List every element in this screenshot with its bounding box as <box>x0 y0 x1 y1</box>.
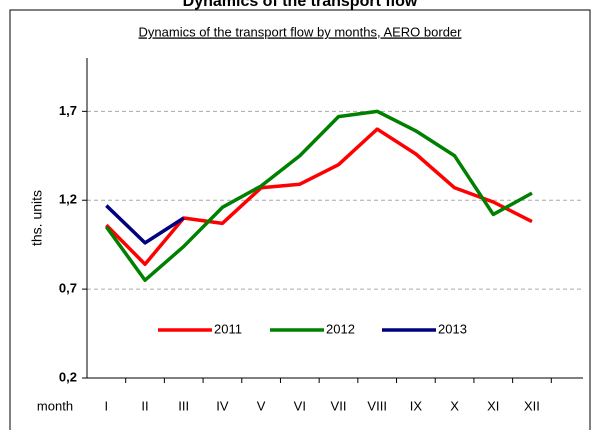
x-tick-label: III <box>178 398 189 413</box>
legend-label: 2013 <box>438 321 467 336</box>
x-tick-label: X <box>450 398 459 413</box>
chart-frame <box>9 9 591 435</box>
x-tick-label: V <box>257 398 266 413</box>
legend-label: 2012 <box>326 321 355 336</box>
legend-label: 2011 <box>214 321 242 336</box>
x-tick-label: VII <box>331 398 347 413</box>
x-tick-label: IX <box>410 398 423 413</box>
y-tick-label: 0,2 <box>59 369 77 384</box>
x-tick-label: VI <box>294 398 306 413</box>
x-tick-label: VIII <box>367 398 387 413</box>
data-line <box>105 204 185 245</box>
data-line <box>105 127 533 266</box>
chart-title: Dynamics of the transport flow <box>183 0 418 10</box>
y-tick-label: 1,2 <box>59 192 77 207</box>
x-tick-label: I <box>105 398 109 413</box>
y-tick-label: 0,7 <box>59 281 77 296</box>
y-axis-label: ths. units <box>29 190 45 246</box>
x-tick-label: XI <box>487 398 499 413</box>
x-tick-label: II <box>141 398 148 413</box>
x-axis-label: month <box>37 398 73 413</box>
y-tick-label: 1,7 <box>59 103 77 118</box>
x-tick-label: XII <box>524 398 540 413</box>
data-line <box>104 109 533 282</box>
x-tick-label: IV <box>216 398 229 413</box>
chart-subtitle: Dynamics of the transport flow by months… <box>139 24 463 39</box>
